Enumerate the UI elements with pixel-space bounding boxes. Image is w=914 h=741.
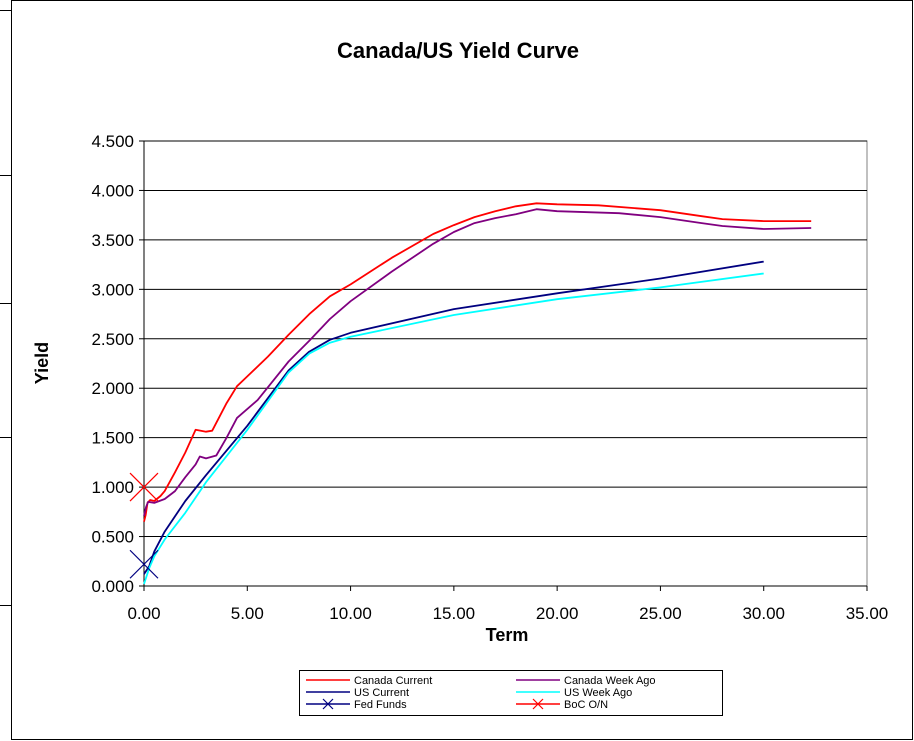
- y-tick-label: 4.500: [91, 132, 134, 151]
- y-tick-label: 0.000: [91, 577, 134, 596]
- x-tick-label: 35.00: [846, 604, 889, 623]
- y-axis-ticks: 0.000 0.500 1.000 1.500 2.000 2.500 3.000 3.500…: [91, 132, 145, 596]
- spreadsheet-edge: [0, 10, 11, 606]
- legend-label: Fed Funds: [354, 699, 407, 711]
- fed-funds-marker: [129, 549, 159, 579]
- x-tick-label: 5.00: [231, 604, 264, 623]
- y-axis-label: Yield: [32, 342, 52, 384]
- y-tick-label: 4.000: [91, 181, 134, 200]
- canada-current-line: [143, 202, 812, 522]
- legend-item-canada-current: Canada Current: [306, 675, 432, 687]
- legend-box: [299, 670, 723, 716]
- legend-label: BoC O/N: [564, 699, 608, 711]
- legend-label: US Current: [354, 687, 409, 699]
- gridlines: [144, 140, 867, 538]
- x-axis-label: Term: [486, 625, 529, 645]
- legend-item-canada-week-ago: Canada Week Ago: [516, 675, 656, 687]
- legend-label: US Week Ago: [564, 687, 632, 699]
- y-tick-label: 3.000: [91, 280, 134, 299]
- legend: Canada Current Canada Week Ago US Current U…: [306, 675, 656, 711]
- canada-week-ago-line: [143, 208, 812, 517]
- y-tick-label: 0.500: [91, 528, 134, 547]
- boc-o-n-marker: [129, 472, 159, 502]
- x-tick-label: 0.00: [127, 604, 160, 623]
- legend-item-us-current: US Current: [306, 687, 409, 699]
- us-current-line: [143, 260, 764, 575]
- y-tick-label: 1.500: [91, 429, 134, 448]
- x-tick-label: 10.00: [329, 604, 372, 623]
- x-tick-label: 25.00: [639, 604, 682, 623]
- legend-item-boc-o-n: BoC O/N: [516, 698, 608, 711]
- y-tick-label: 2.000: [91, 379, 134, 398]
- x-axis-ticks: 0.00 5.00 10.00 15.00 20.00 25.00 30.00 35.00: [127, 585, 889, 623]
- legend-label: Canada Current: [354, 675, 432, 687]
- series-layer: [129, 202, 812, 585]
- legend-label: Canada Week Ago: [564, 675, 656, 687]
- legend-item-us-week-ago: US Week Ago: [516, 687, 632, 699]
- chart-title: Canada/US Yield Curve: [337, 38, 579, 63]
- plot-area: [143, 140, 868, 587]
- x-tick-label: 30.00: [742, 604, 785, 623]
- y-tick-label: 1.000: [91, 478, 134, 497]
- x-tick-label: 20.00: [536, 604, 579, 623]
- legend-item-fed-funds: Fed Funds: [306, 698, 407, 711]
- x-tick-label: 15.00: [433, 604, 476, 623]
- y-tick-label: 2.500: [91, 330, 134, 349]
- y-tick-label: 3.500: [91, 231, 134, 250]
